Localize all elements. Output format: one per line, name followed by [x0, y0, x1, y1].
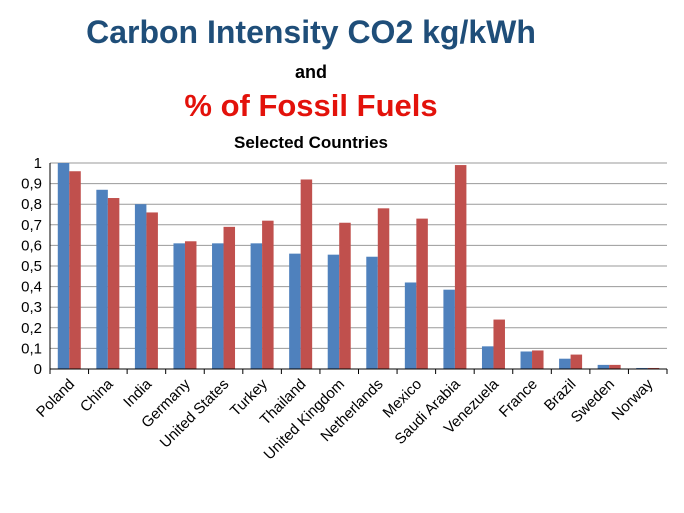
bars	[57, 163, 660, 369]
y-tick-label: 0,1	[21, 340, 42, 357]
bar-series-1	[597, 364, 610, 369]
y-tick-label: 0,2	[21, 320, 42, 337]
y-tick-label: 0,3	[21, 299, 42, 316]
bar-series-1	[520, 351, 533, 369]
y-tick-label: 0	[34, 361, 42, 378]
y-tick-label: 0,9	[21, 176, 42, 193]
x-category-label: China	[77, 375, 117, 415]
bar-series-1	[327, 254, 340, 369]
bar-series-1	[366, 256, 378, 369]
bar-series-2	[609, 364, 621, 369]
bar-series-1	[173, 243, 185, 369]
chart-title-line-1: Carbon Intensity CO2 kg/kWh	[86, 14, 536, 50]
bar-series-2	[493, 319, 505, 369]
bar-series-2	[300, 179, 313, 369]
bar-series-1	[443, 289, 455, 369]
bar-series-2	[107, 198, 120, 369]
bar-series-2	[647, 367, 660, 369]
bar-series-2	[184, 241, 197, 369]
bar-series-1	[134, 204, 147, 369]
x-category-label: Sweden	[568, 376, 618, 426]
bar-series-1	[289, 253, 301, 369]
y-axis-ticks: 0 0,1 0,2 0,3 0,4 0,5 0,6 0,7 0,8 0,9 1	[21, 155, 42, 378]
y-tick-label: 0,6	[21, 237, 42, 254]
y-tick-label: 1	[34, 155, 42, 172]
bar-series-2	[454, 165, 467, 369]
bar-series-1	[212, 243, 224, 369]
y-tick-label: 0,4	[21, 279, 42, 296]
bar-series-2	[146, 212, 158, 369]
bar-series-1	[57, 163, 70, 369]
y-tick-label: 0,5	[21, 258, 42, 275]
bar-series-2	[69, 171, 81, 369]
x-category-label: France	[496, 376, 541, 421]
bar-series-2	[377, 208, 390, 369]
bar-series-1	[559, 358, 571, 369]
chart-subtitle: Selected Countries	[234, 133, 388, 152]
x-category-label: Norway	[609, 375, 657, 423]
bar-series-1	[250, 243, 263, 369]
bar-series-2	[532, 350, 544, 369]
bar-series-2	[223, 226, 236, 369]
x-category-label: India	[120, 375, 155, 410]
bar-series-1	[96, 189, 108, 369]
bar-series-2	[416, 218, 428, 369]
bar-series-2	[570, 354, 583, 369]
bar-series-1	[636, 367, 648, 369]
chart-title-line-3: % of Fossil Fuels	[184, 88, 438, 123]
bar-series-1	[481, 346, 494, 369]
bar-series-2	[262, 220, 274, 369]
chart-title-line-2: and	[294, 62, 327, 82]
x-category-label: Poland	[33, 376, 78, 421]
x-category-label: United States	[157, 376, 233, 452]
y-tick-label: 0,7	[21, 217, 42, 234]
y-tick-label: 0,8	[21, 196, 42, 213]
bar-series-2	[339, 222, 351, 369]
bar-series-1	[404, 282, 417, 369]
x-axis	[49, 163, 668, 374]
